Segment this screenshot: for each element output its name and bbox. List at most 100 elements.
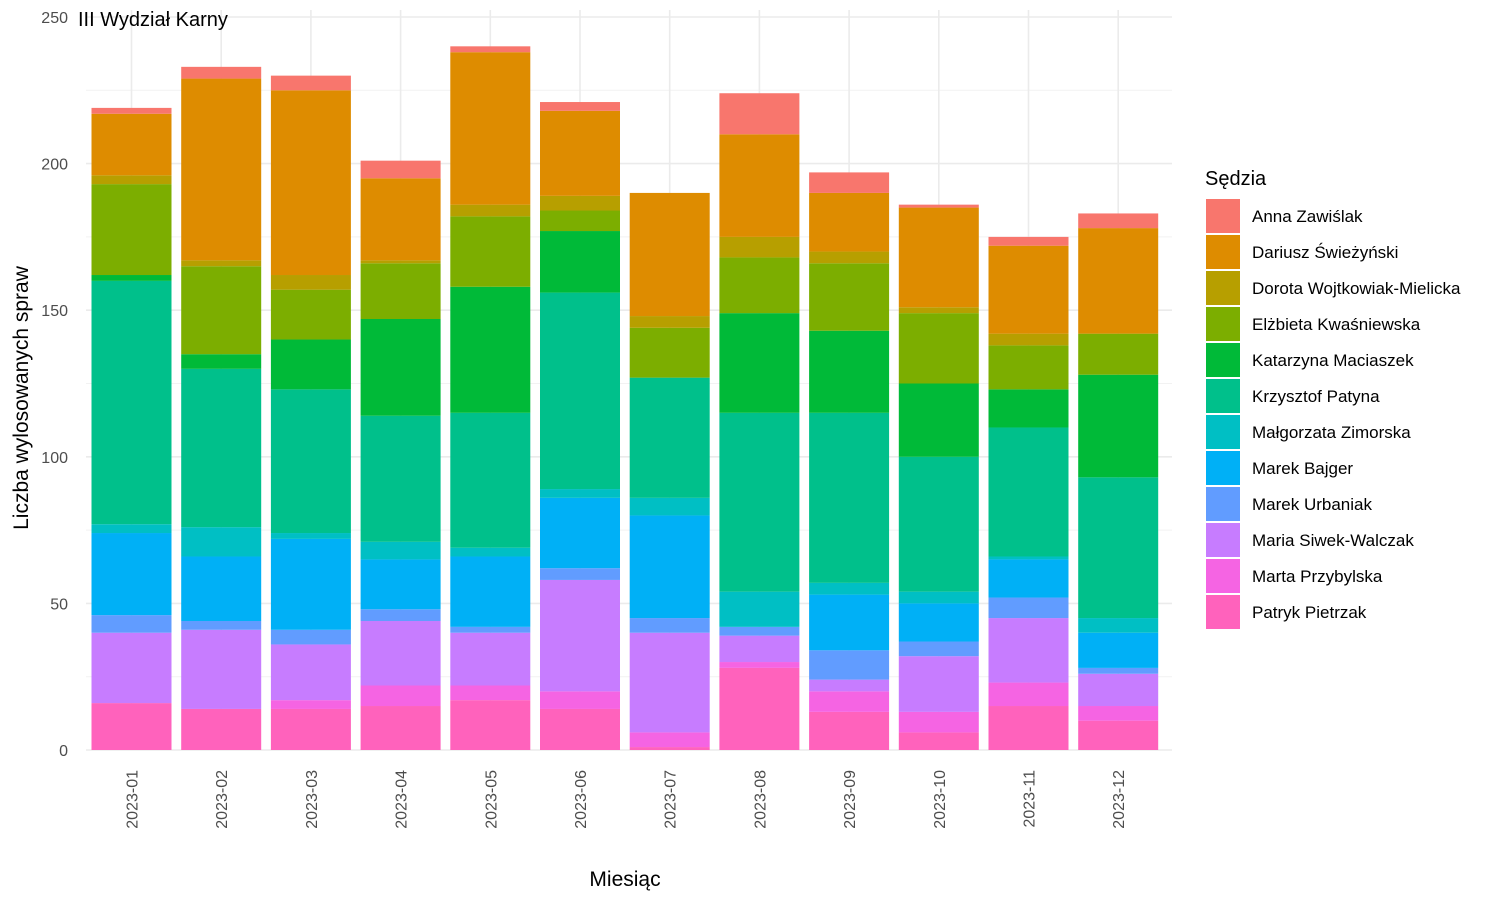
bar-segment bbox=[629, 327, 710, 378]
x-tick-label: 2023-01 bbox=[125, 770, 142, 829]
legend-swatch bbox=[1206, 235, 1240, 269]
bar-segment bbox=[898, 456, 979, 592]
bar-segment bbox=[719, 591, 800, 627]
bar-segment bbox=[181, 708, 262, 750]
bar-segment bbox=[898, 656, 979, 712]
bar-segment bbox=[270, 629, 351, 645]
x-tick-label: 2023-03 bbox=[304, 770, 321, 829]
x-tick-label: 2023-09 bbox=[842, 770, 859, 829]
y-axis-title: Liczba wylosowanych spraw bbox=[10, 265, 33, 530]
bar-segment bbox=[898, 207, 979, 308]
bar-segment bbox=[809, 650, 890, 680]
bar-segment bbox=[988, 389, 1069, 428]
bar-segment bbox=[809, 412, 890, 583]
bar-segment bbox=[181, 368, 262, 528]
bar-segment bbox=[1078, 477, 1159, 619]
bar-segment bbox=[270, 275, 351, 290]
bar-segment bbox=[91, 184, 172, 276]
bar-segment bbox=[450, 52, 531, 205]
bar-segment bbox=[1078, 667, 1159, 674]
bar-segment bbox=[181, 266, 262, 355]
bar-segment bbox=[719, 667, 800, 750]
bar-segment bbox=[719, 93, 800, 135]
x-tick-label: 2023-11 bbox=[1022, 770, 1039, 828]
legend-swatch bbox=[1206, 559, 1240, 593]
bar-segment bbox=[360, 263, 441, 319]
bar-segment bbox=[809, 679, 890, 692]
bar-segment bbox=[809, 582, 890, 595]
bar-segment bbox=[540, 231, 620, 293]
bar-segment bbox=[629, 632, 710, 733]
legend-label: Małgorzata Zimorska bbox=[1252, 423, 1411, 442]
bar-segment bbox=[1078, 632, 1159, 668]
bar-segment bbox=[988, 559, 1069, 598]
bar-segment bbox=[540, 691, 620, 709]
bar-segment bbox=[1078, 673, 1159, 707]
bar-segment bbox=[181, 527, 262, 557]
legend-swatch bbox=[1206, 199, 1240, 233]
bar-segment bbox=[360, 415, 441, 542]
legend-label: Marek Urbaniak bbox=[1252, 495, 1372, 514]
bar-segment bbox=[898, 603, 979, 642]
bar-segment bbox=[988, 618, 1069, 683]
bar-segment bbox=[540, 210, 620, 232]
legend-label: Elżbieta Kwaśniewska bbox=[1252, 315, 1421, 334]
legend-label: Katarzyna Maciaszek bbox=[1252, 351, 1414, 370]
bar-segment bbox=[270, 644, 351, 701]
bar-segment bbox=[270, 538, 351, 630]
bar-segment bbox=[91, 280, 172, 525]
bar-segment bbox=[540, 110, 620, 196]
legend-swatch bbox=[1206, 487, 1240, 521]
bar-segment bbox=[270, 339, 351, 390]
chart-title: III Wydział Karny bbox=[78, 9, 228, 31]
bar-segment bbox=[270, 533, 351, 539]
bar-segment bbox=[719, 313, 800, 413]
bar-segment bbox=[719, 635, 800, 663]
bar-segment bbox=[988, 245, 1069, 334]
bar-segment bbox=[988, 556, 1069, 560]
bar-segment bbox=[629, 497, 710, 516]
bar-segment bbox=[450, 412, 531, 548]
x-tick-label: 2023-08 bbox=[752, 770, 769, 829]
bar-segment bbox=[719, 134, 800, 237]
bar-segment bbox=[809, 172, 890, 193]
bar-segment bbox=[91, 113, 172, 176]
bar-segment bbox=[719, 236, 800, 258]
bar-segment bbox=[809, 594, 890, 651]
bar-segment bbox=[450, 204, 531, 217]
y-tick-label: 100 bbox=[41, 450, 68, 467]
y-tick-label: 50 bbox=[50, 596, 68, 613]
bar-segment bbox=[809, 711, 890, 750]
bar-segment bbox=[1078, 213, 1159, 229]
bar-segment bbox=[898, 711, 979, 733]
x-tick-label: 2023-02 bbox=[214, 770, 231, 829]
bar-segment bbox=[988, 597, 1069, 619]
bar-segment bbox=[1078, 228, 1159, 334]
bar-segment bbox=[450, 700, 531, 750]
x-tick-label: 2023-06 bbox=[573, 770, 590, 829]
bar-segment bbox=[809, 263, 890, 331]
bar-segment bbox=[540, 489, 620, 498]
legend-label: Anna Zawiślak bbox=[1252, 207, 1363, 226]
bar-segment bbox=[540, 708, 620, 750]
bar-segment bbox=[450, 547, 531, 557]
bar-segment bbox=[629, 316, 710, 328]
bar-segment bbox=[719, 257, 800, 314]
bar-segment bbox=[270, 708, 351, 750]
bar-segment bbox=[270, 75, 351, 91]
bar-segment bbox=[181, 354, 262, 369]
bar-segment bbox=[809, 251, 890, 264]
bar-segment bbox=[540, 292, 620, 490]
bar-segment bbox=[181, 556, 262, 621]
bar-segment bbox=[719, 662, 800, 668]
bar-segment bbox=[629, 618, 710, 633]
legend-swatch bbox=[1206, 343, 1240, 377]
bar-segment bbox=[629, 732, 710, 748]
bar-segment bbox=[629, 747, 710, 750]
bar-segment bbox=[360, 559, 441, 610]
bar-segment bbox=[450, 685, 531, 701]
legend-swatch bbox=[1206, 451, 1240, 485]
bar-segment bbox=[91, 703, 172, 750]
bar-segment bbox=[450, 46, 531, 53]
legend-swatch bbox=[1206, 595, 1240, 629]
